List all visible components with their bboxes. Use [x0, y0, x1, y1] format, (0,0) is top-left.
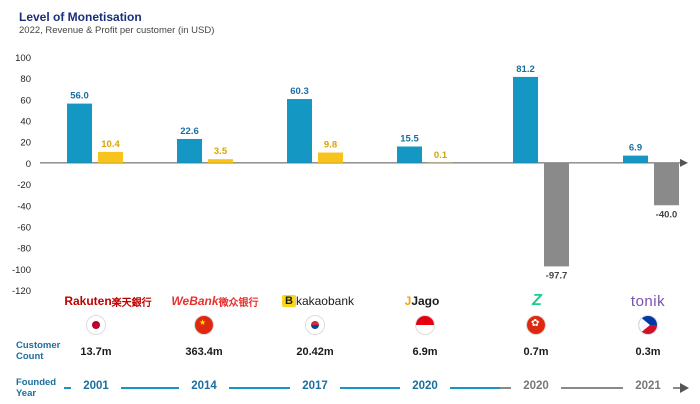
- bar: [67, 103, 92, 163]
- data-label: 0.1: [434, 150, 448, 161]
- founded-year-za-bank: 2020: [511, 380, 561, 392]
- jago-logo-text: Jago: [411, 294, 440, 308]
- china-flag-icon: ★: [194, 315, 214, 335]
- y-tick-label: -80: [17, 244, 31, 255]
- webank-logo: WeBank 微众银行: [160, 292, 270, 310]
- bar: [397, 146, 422, 163]
- bar: [318, 152, 343, 163]
- hong-kong-flag-icon: ✿: [526, 315, 546, 335]
- data-label: -40.0: [656, 209, 678, 220]
- webank-logo-text: WeBank: [171, 294, 219, 308]
- customer-count-label: Customer Count: [16, 340, 60, 362]
- kakaobank-logo-text: kakaobank: [295, 294, 354, 308]
- data-label: 15.5: [400, 133, 419, 144]
- y-tick-label: -40: [17, 201, 31, 212]
- rakuten-logo-text: Rakuten: [64, 294, 112, 308]
- bar: [428, 162, 453, 165]
- data-label: 9.8: [324, 140, 337, 151]
- chart-subtitle: 2022, Revenue & Profit per customer (in …: [19, 25, 215, 36]
- chart-title: Level of Monetisation: [19, 10, 142, 24]
- bar: [654, 162, 679, 206]
- bar: [208, 159, 233, 163]
- y-tick-label: 80: [20, 74, 31, 85]
- y-tick-label: 20: [20, 138, 31, 149]
- founded-year-rakuten: 2001: [71, 380, 121, 392]
- founded-year-webank: 2014: [179, 380, 229, 392]
- x-axis-arrow-icon: [680, 158, 688, 167]
- data-label: 3.5: [214, 146, 228, 157]
- bar: [513, 76, 538, 163]
- bar: [544, 162, 569, 267]
- y-tick-label: 40: [20, 117, 31, 128]
- y-tick-label: -60: [17, 222, 31, 233]
- founded-label-line1: Founded: [16, 377, 57, 388]
- y-tick-label: 100: [15, 53, 31, 64]
- founded-label-line2: Year: [16, 388, 37, 399]
- founded-year-kakaobank: 2017: [290, 380, 340, 392]
- customer-count-jago: 6.9m: [412, 346, 438, 358]
- philippines-flag-icon: [638, 315, 658, 335]
- bar: [623, 155, 648, 163]
- customer-count-za-bank: 0.7m: [523, 346, 549, 358]
- rakuten-logo-cjk: 楽天銀行: [111, 297, 152, 309]
- y-tick-label: 60: [20, 95, 31, 106]
- bar: [287, 99, 312, 163]
- customer-count-kakaobank: 20.42m: [296, 346, 334, 358]
- south-korea-flag-icon: [305, 315, 325, 335]
- rakuten-logo: Rakuten 楽天銀行: [53, 292, 163, 310]
- jago-logo-mark: J: [404, 294, 412, 308]
- data-label: 10.4: [101, 139, 120, 150]
- kakaobank-logo: B kakaobank: [263, 292, 373, 310]
- data-label: -97.7: [546, 270, 568, 281]
- customer-label-line1: Customer: [16, 340, 61, 351]
- y-tick-label: -120: [12, 286, 31, 297]
- founded-year-label: Founded Year: [16, 377, 56, 399]
- data-label: 22.6: [180, 126, 199, 137]
- data-label: 6.9: [629, 143, 642, 154]
- jago-logo: J Jago: [367, 292, 477, 310]
- bar: [177, 138, 202, 163]
- y-tick-label: -20: [17, 180, 31, 191]
- customer-count-tonik: 0.3m: [635, 346, 661, 358]
- data-label: 60.3: [290, 86, 309, 97]
- customer-label-line2: Count: [16, 351, 44, 362]
- founded-year-tonik: 2021: [623, 380, 673, 392]
- data-label: 81.2: [516, 64, 535, 75]
- za-bank-logo: Z: [482, 292, 592, 310]
- za-bank-logo-mark: Z: [532, 292, 542, 309]
- webank-logo-cjk: 微众银行: [218, 297, 259, 309]
- bar: [98, 151, 123, 163]
- kakaobank-logo-mark: B: [282, 295, 296, 307]
- y-tick-label: 0: [26, 159, 31, 170]
- customer-count-rakuten: 13.7m: [80, 346, 112, 358]
- founded-year-jago: 2020: [400, 380, 450, 392]
- tonik-logo: tonik: [593, 292, 700, 310]
- japan-flag-icon: [86, 315, 106, 335]
- indonesia-flag-icon: [415, 315, 435, 335]
- tonik-logo-text: tonik: [630, 292, 666, 310]
- data-label: 56.0: [70, 91, 89, 102]
- y-tick-label: -100: [12, 265, 31, 276]
- customer-count-webank: 363.4m: [185, 346, 223, 358]
